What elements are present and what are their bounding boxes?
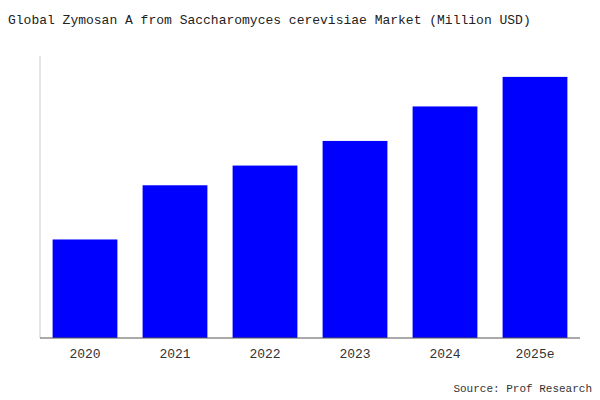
bar: 1.75 bbox=[233, 166, 298, 338]
x-tick-label: 2022 bbox=[249, 347, 280, 362]
title: Global Zymosan A from Saccharomyces cere… bbox=[8, 13, 531, 28]
bars: 1 1.55 1.75 2 2.35 2.65 bbox=[53, 77, 568, 338]
chart-container: Global Zymosan A from Saccharomyces cere… bbox=[0, 0, 600, 400]
x-tick-label: 2024 bbox=[429, 347, 460, 362]
bar: 2 bbox=[323, 141, 388, 338]
bar: 2.65 bbox=[503, 77, 568, 338]
x-tick-label: 2020 bbox=[69, 347, 100, 362]
bar: 1 bbox=[53, 239, 118, 338]
bar: 1.55 bbox=[143, 185, 208, 338]
x-tick-label: 2023 bbox=[339, 347, 370, 362]
source-annotation: Source: Prof Research bbox=[453, 383, 592, 395]
x-tick-label: 2021 bbox=[159, 347, 190, 362]
x-axis-line bbox=[40, 338, 580, 339]
y-axis-line bbox=[40, 56, 41, 338]
chart-svg: Global Zymosan A from Saccharomyces cere… bbox=[0, 0, 600, 400]
background bbox=[0, 0, 600, 400]
x-tick-label: 2025e bbox=[515, 347, 554, 362]
bar: 2.35 bbox=[413, 106, 478, 338]
